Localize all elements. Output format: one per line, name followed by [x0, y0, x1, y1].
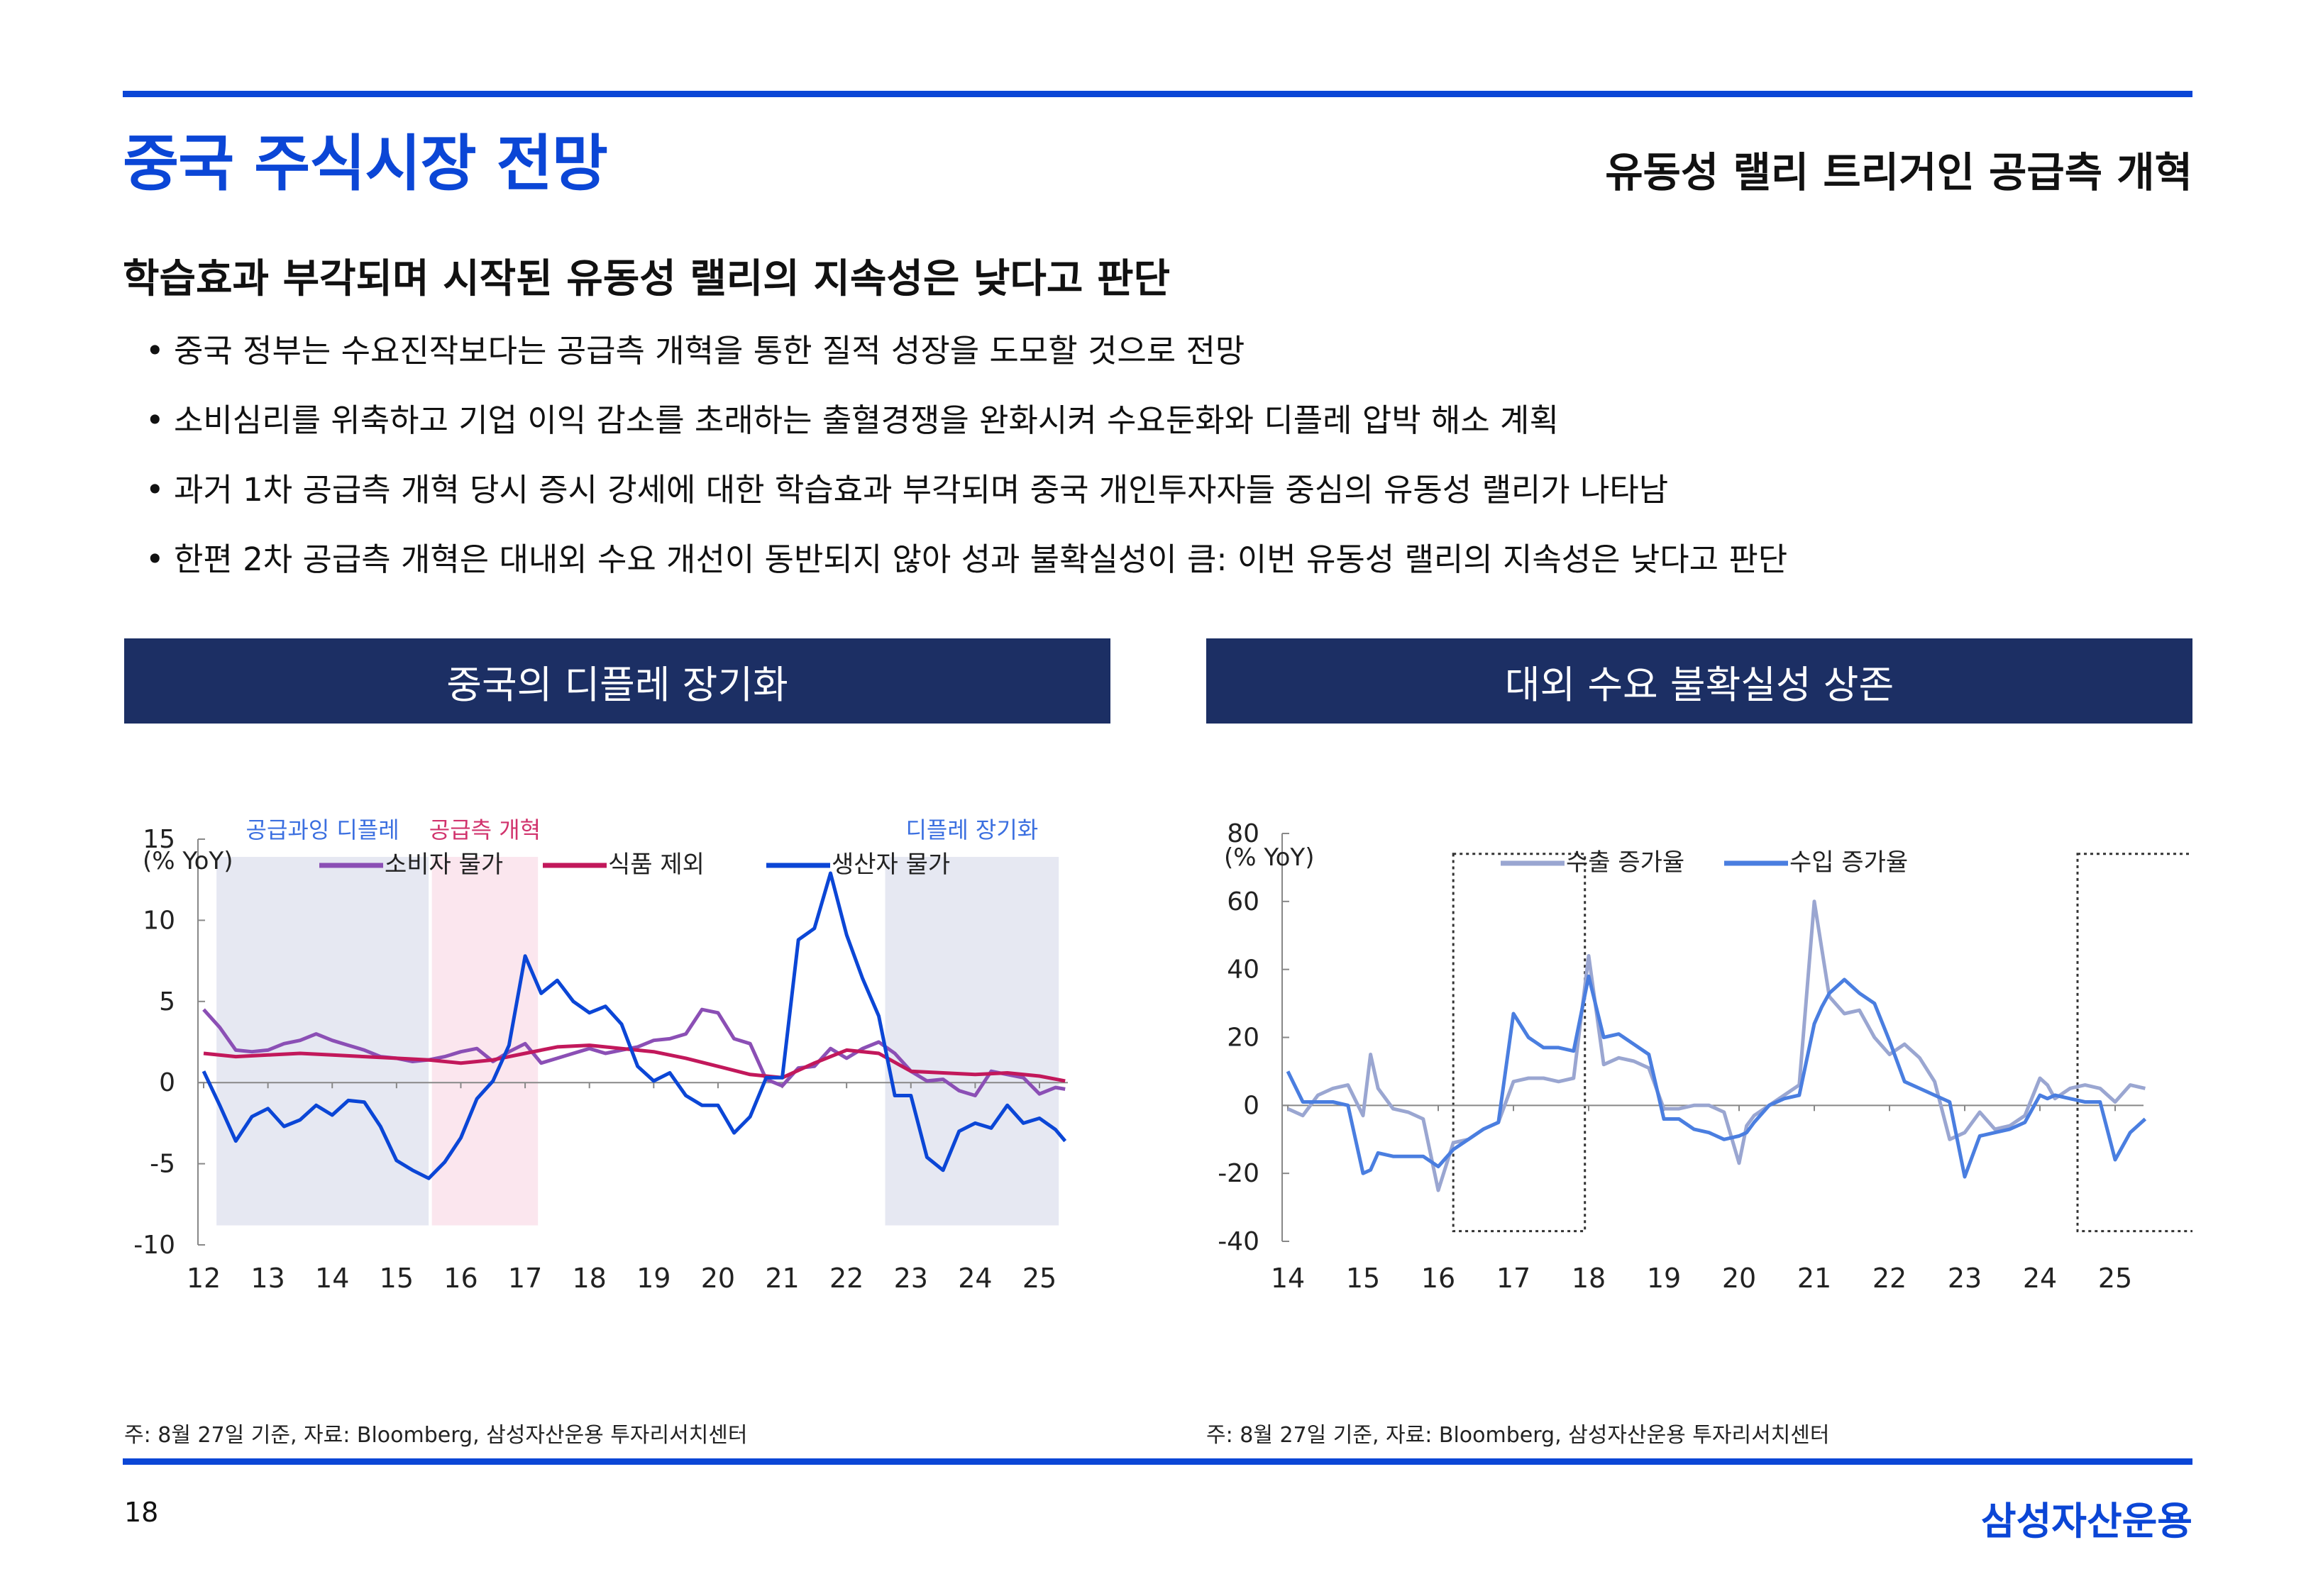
bullet-mark: • — [145, 332, 165, 370]
x-tick-label: 17 — [1496, 1263, 1530, 1294]
unit-label: (% YoY) — [1224, 843, 1314, 872]
x-tick-label: 24 — [2023, 1263, 2057, 1294]
x-tick-label: 17 — [508, 1263, 542, 1294]
legend-label: 소비자 물가 — [385, 850, 503, 879]
highlight-box — [1452, 853, 1587, 1233]
bullet-item: • 한편 2차 공급측 개혁은 대내외 수요 개선이 동반되지 않아 성과 불확실… — [145, 535, 1787, 604]
y-tick-label: 80 — [1227, 819, 1259, 848]
x-tick-label: 13 — [250, 1263, 285, 1294]
x-tick-label: 14 — [1271, 1263, 1305, 1294]
y-tick-label: 40 — [1227, 955, 1259, 985]
bullet-text: 과거 1차 공급측 개혁 당시 증시 강세에 대한 학습효과 부각되며 중국 개… — [174, 471, 1669, 509]
x-tick-label: 18 — [573, 1263, 607, 1294]
y-tick-label: 20 — [1227, 1024, 1259, 1053]
x-tick-label: 19 — [1647, 1263, 1681, 1294]
x-tick-label: 24 — [958, 1263, 992, 1294]
y-tick-label: -10 — [133, 1231, 175, 1260]
x-tick-label: 12 — [187, 1263, 221, 1294]
bullet-text: 한편 2차 공급측 개혁은 대내외 수요 개선이 동반되지 않아 성과 불확실성… — [174, 541, 1788, 578]
x-tick-label: 22 — [829, 1263, 864, 1294]
x-tick-label: 16 — [1421, 1263, 1455, 1294]
x-tick-label: 21 — [765, 1263, 799, 1294]
x-tick-label: 16 — [443, 1263, 478, 1294]
series-line — [1286, 974, 2147, 1179]
y-tick-label: 60 — [1227, 887, 1259, 916]
bullet-text: 소비심리를 위축하고 기업 이익 감소를 초래하는 출혈경쟁을 완화시켜 수요둔… — [174, 401, 1559, 439]
external-demand-chart-panel: 대외 수요 불확실성 상존 80 60 40 20 0 -20 -40 14 15 16 17 18 1… — [1206, 638, 2192, 1383]
bullet-item: • 과거 1차 공급측 개혁 당시 증시 강세에 대한 학습효과 부각되며 중국 … — [145, 465, 1787, 535]
brand-logo: 삼성자산운용 — [1980, 1499, 2192, 1544]
bullet-list: • 중국 정부는 수요진작보다는 공급측 개혁을 통한 질적 성장을 도모할 것으… — [145, 326, 1787, 604]
x-tick-label: 22 — [1872, 1263, 1907, 1294]
x-tick-label: 25 — [2098, 1263, 2132, 1294]
legend-label: 생산자 물가 — [832, 850, 950, 879]
x-tick-label: 18 — [1572, 1263, 1606, 1294]
series-line — [202, 871, 1067, 1180]
source-note: 주: 8월 27일 기준, 자료: Bloomberg, 삼성자산운용 투자리서… — [124, 1423, 748, 1448]
x-tick-label: 14 — [315, 1263, 349, 1294]
shaded-period — [216, 857, 429, 1226]
bullet-item: • 소비심리를 위축하고 기업 이익 감소를 초래하는 출혈경쟁을 완화시켜 수요… — [145, 396, 1787, 465]
chart-header: 대외 수요 불확실성 상존 — [1206, 638, 2192, 724]
period-label: 공급과잉 디플레 — [246, 816, 399, 843]
page-title: 중국 주식시장 전망 — [123, 128, 608, 199]
external-demand-chart: 80 60 40 20 0 -20 -40 14 15 16 17 18 19 20 21 22 23 24 25 (… — [1218, 819, 2192, 1294]
series-line — [202, 1007, 1066, 1097]
series-line — [1286, 899, 2146, 1192]
period-label: 디플레 장기화 — [905, 816, 1038, 843]
section-label: 유동성 랠리 트리거인 공급측 개혁 — [1605, 148, 2192, 196]
series-line — [203, 1043, 1066, 1083]
period-label: 공급측 개혁 — [429, 816, 541, 843]
x-tick-label: 20 — [701, 1263, 735, 1294]
y-tick-label: 15 — [143, 825, 175, 854]
source-note: 주: 8월 27일 기준, 자료: Bloomberg, 삼성자산운용 투자리서… — [1206, 1423, 1830, 1448]
bullet-text: 중국 정부는 수요진작보다는 공급측 개혁을 통한 질적 성장을 도모할 것으로… — [174, 332, 1245, 370]
x-tick-label: 23 — [894, 1263, 928, 1294]
bottom-rule — [123, 1458, 2192, 1465]
bullet-item: • 중국 정부는 수요진작보다는 공급측 개혁을 통한 질적 성장을 도모할 것으… — [145, 326, 1787, 396]
legend-label: 수출 증가율 — [1566, 848, 1684, 877]
chart-header: 중국의 디플레 장기화 — [124, 638, 1110, 724]
y-tick-label: 0 — [159, 1068, 175, 1097]
x-tick-label: 21 — [1797, 1263, 1831, 1294]
bullet-mark: • — [145, 401, 165, 439]
legend-label: 식품 제외 — [608, 850, 705, 879]
top-rule — [123, 91, 2192, 97]
x-tick-label: 15 — [380, 1263, 414, 1294]
x-tick-label: 20 — [1722, 1263, 1756, 1294]
deflation-chart-panel: 중국의 디플레 장기화 공급과잉 디플레 공급측 개혁 디플레 장기화 15 10 5 0 -… — [124, 638, 1110, 1383]
deflation-chart: 공급과잉 디플레 공급측 개혁 디플레 장기화 15 10 5 0 -5 -10 12 13 14 15… — [133, 816, 1068, 1294]
y-tick-label: 10 — [143, 906, 175, 935]
page-number: 18 — [124, 1497, 159, 1528]
x-tick-label: 23 — [1948, 1263, 1982, 1294]
x-tick-label: 15 — [1346, 1263, 1380, 1294]
x-tick-label: 25 — [1022, 1263, 1057, 1294]
legend-label: 수입 증가율 — [1789, 848, 1908, 877]
y-tick-label: 0 — [1243, 1091, 1259, 1120]
shaded-period — [431, 857, 539, 1226]
headline: 학습효과 부각되며 시작된 유동성 랠리의 지속성은 낮다고 판단 — [123, 256, 1170, 302]
y-tick-label: -40 — [1218, 1227, 1259, 1256]
highlight-box — [2076, 853, 2192, 1233]
y-tick-label: 5 — [159, 987, 175, 1016]
bullet-mark: • — [145, 471, 165, 509]
y-tick-label: -5 — [150, 1150, 175, 1179]
x-tick-label: 19 — [636, 1263, 671, 1294]
shaded-period — [885, 857, 1059, 1226]
unit-label: (% YoY) — [143, 847, 233, 875]
bullet-mark: • — [145, 541, 165, 578]
y-tick-label: -20 — [1218, 1159, 1259, 1188]
